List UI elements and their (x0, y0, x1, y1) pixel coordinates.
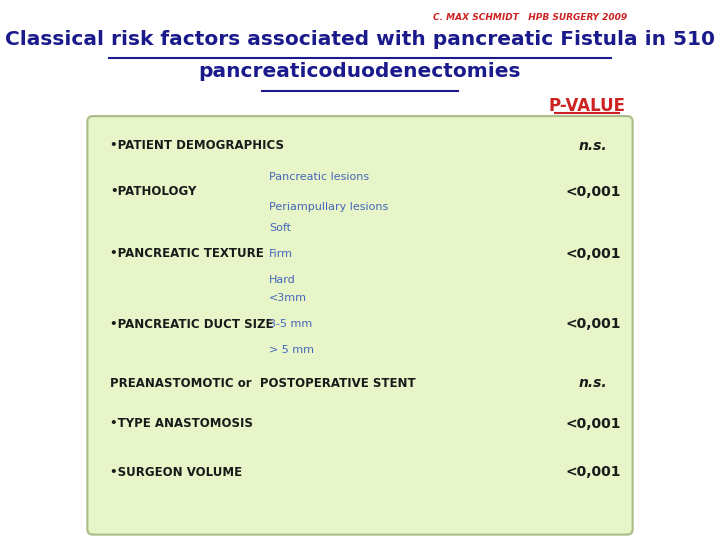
Text: •PANCREATIC DUCT SIZE: •PANCREATIC DUCT SIZE (110, 318, 274, 330)
Text: Pancreatic lesions: Pancreatic lesions (269, 172, 369, 181)
Text: •PANCREATIC TEXTURE: •PANCREATIC TEXTURE (110, 247, 264, 260)
Text: Periampullary lesions: Periampullary lesions (269, 202, 388, 212)
Text: <0,001: <0,001 (565, 185, 621, 199)
Text: <0,001: <0,001 (565, 465, 621, 480)
Text: > 5 mm: > 5 mm (269, 345, 314, 355)
Text: <0,001: <0,001 (565, 247, 621, 261)
FancyBboxPatch shape (87, 116, 633, 535)
Text: 3-5 mm: 3-5 mm (269, 319, 312, 329)
Text: •SURGEON VOLUME: •SURGEON VOLUME (110, 466, 242, 479)
Text: <3mm: <3mm (269, 293, 307, 303)
Text: •PATIENT DEMOGRAPHICS: •PATIENT DEMOGRAPHICS (110, 139, 284, 152)
Text: Hard: Hard (269, 275, 296, 285)
Text: •PATHOLOGY: •PATHOLOGY (110, 185, 197, 198)
Text: Firm: Firm (269, 249, 293, 259)
Text: <0,001: <0,001 (565, 417, 621, 431)
Text: C. MAX SCHMIDT   HPB SURGERY 2009: C. MAX SCHMIDT HPB SURGERY 2009 (433, 14, 627, 23)
Text: pancreaticoduodenectomies: pancreaticoduodenectomies (199, 62, 521, 81)
Text: <0,001: <0,001 (565, 317, 621, 331)
Text: n.s.: n.s. (579, 139, 607, 153)
Text: n.s.: n.s. (579, 376, 607, 390)
Text: Classical risk factors associated with pancreatic Fistula in 510: Classical risk factors associated with p… (5, 30, 715, 49)
Text: PREANASTOMOTIC or  POSTOPERATIVE STENT: PREANASTOMOTIC or POSTOPERATIVE STENT (110, 377, 415, 390)
Text: •TYPE ANASTOMOSIS: •TYPE ANASTOMOSIS (110, 417, 253, 430)
Text: P-VALUE: P-VALUE (549, 97, 626, 115)
Text: Soft: Soft (269, 223, 291, 233)
